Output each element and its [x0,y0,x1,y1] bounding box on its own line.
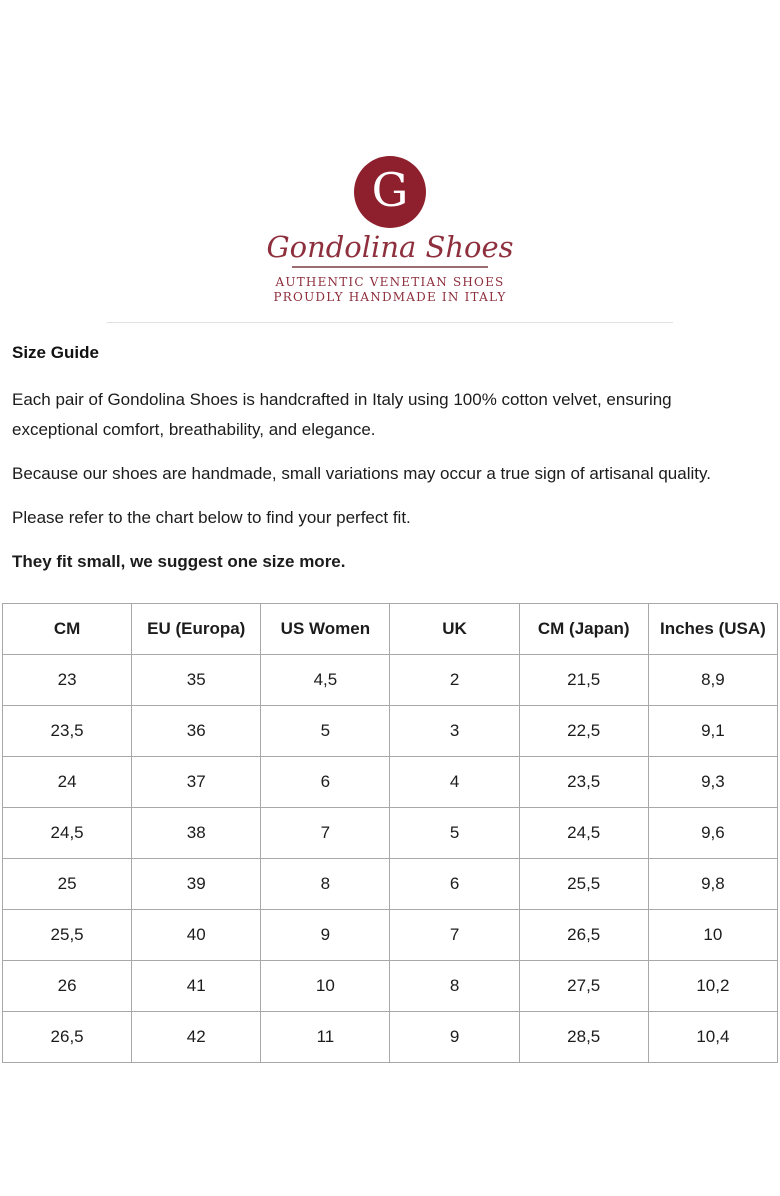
table-cell: 36 [131,705,262,757]
brand-monogram-icon: G [371,163,409,217]
page-title: Size Guide [12,343,99,362]
table-cell: 38 [131,807,262,859]
table-cell: 9,8 [647,858,779,910]
column-header: EU (Europa) [131,603,262,655]
table-cell: 5 [389,807,520,859]
section-divider [107,322,673,323]
table-cell: 25 [1,858,133,910]
table-cell: 4,5 [260,654,391,706]
table-cell: 8 [260,858,391,910]
table-cell: 26 [1,960,133,1012]
table-cell: 10,2 [647,960,779,1012]
table-cell: 10 [260,960,391,1012]
table-cell: 21,5 [518,654,649,706]
brand-tagline-line2: PROUDLY HANDMADE IN ITALY [273,290,507,304]
table-cell: 24,5 [1,807,133,859]
table-cell: 26,5 [518,909,649,961]
size-table-header-row: CM EU (Europa) US Women UK CM (Japan) Inches … [1,603,779,655]
size-table-body: 23 35 4,5 2 21,5 8,9 23,5 36 5 3 22,5 9,1 24 37 6 4 23,5… [1,654,779,1063]
handmade-paragraph: Because our shoes are handmade, small va… [12,464,711,483]
size-table-container: CM EU (Europa) US Women UK CM (Japan) Inches … [1,603,779,1063]
table-cell: 39 [131,858,262,910]
table-cell: 26,5 [1,1011,133,1063]
table-cell: 7 [389,909,520,961]
table-row: 23 35 4,5 2 21,5 8,9 [1,654,779,706]
table-cell: 37 [131,756,262,808]
table-cell: 27,5 [518,960,649,1012]
table-cell: 8,9 [647,654,779,706]
table-cell: 9,3 [647,756,779,808]
table-cell: 9 [260,909,391,961]
table-cell: 7 [260,807,391,859]
table-cell: 6 [389,858,520,910]
column-header: CM (Japan) [518,603,649,655]
table-cell: 9,1 [647,705,779,757]
table-row: 25 39 8 6 25,5 9,8 [1,858,779,910]
intro-paragraph: Each pair of Gondolina Shoes is handcraf… [12,390,672,439]
column-header: Inches (USA) [647,603,779,655]
table-cell: 23,5 [1,705,133,757]
table-cell: 9,6 [647,807,779,859]
table-row: 25,5 40 9 7 26,5 10 [1,909,779,961]
table-cell: 28,5 [518,1011,649,1063]
table-cell: 10,4 [647,1011,779,1063]
table-cell: 4 [389,756,520,808]
brand-header: G Gondolina Shoes AUTHENTIC VENETIAN SHO… [0,0,780,305]
table-cell: 41 [131,960,262,1012]
chart-reference-paragraph: Please refer to the chart below to find … [12,508,411,527]
table-cell: 10 [647,909,779,961]
table-cell: 42 [131,1011,262,1063]
brand-logo: G [354,156,426,228]
table-cell: 11 [260,1011,391,1063]
fit-note: They fit small, we suggest one size more… [12,552,346,571]
table-cell: 40 [131,909,262,961]
column-header: CM [1,603,133,655]
table-cell: 23,5 [518,756,649,808]
table-row: 24 37 6 4 23,5 9,3 [1,756,779,808]
table-cell: 3 [389,705,520,757]
table-cell: 6 [260,756,391,808]
table-cell: 24 [1,756,133,808]
table-cell: 25,5 [518,858,649,910]
table-cell: 24,5 [518,807,649,859]
table-cell: 22,5 [518,705,649,757]
column-header: US Women [260,603,391,655]
column-header: UK [389,603,520,655]
table-cell: 2 [389,654,520,706]
table-row: 26 41 10 8 27,5 10,2 [1,960,779,1012]
brand-name: Gondolina Shoes [266,230,514,264]
table-cell: 25,5 [1,909,133,961]
table-row: 26,5 42 11 9 28,5 10,4 [1,1011,779,1063]
brand-rule-divider [292,266,488,268]
table-cell: 23 [1,654,133,706]
table-cell: 9 [389,1011,520,1063]
table-cell: 35 [131,654,262,706]
table-cell: 8 [389,960,520,1012]
table-row: 24,5 38 7 5 24,5 9,6 [1,807,779,859]
size-conversion-table: CM EU (Europa) US Women UK CM (Japan) Inches … [1,603,779,1063]
brand-tagline-line1: AUTHENTIC VENETIAN SHOES [275,275,505,289]
table-row: 23,5 36 5 3 22,5 9,1 [1,705,779,757]
size-guide-content: Size Guide Each pair of Gondolina Shoes … [0,323,780,577]
table-cell: 5 [260,705,391,757]
